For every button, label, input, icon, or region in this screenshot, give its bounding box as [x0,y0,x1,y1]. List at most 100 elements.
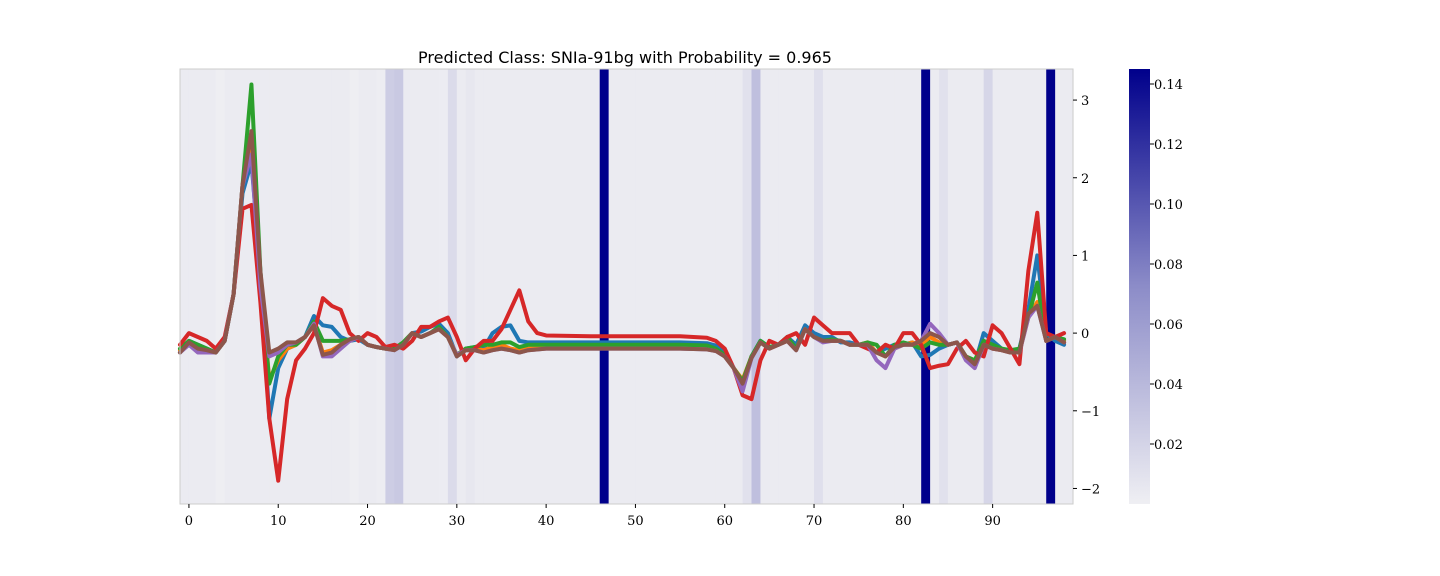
y-axis: −2 −1 0 1 2 3 [1073,94,1100,497]
attention-cell [617,69,628,504]
attention-cell [751,69,762,504]
attention-cell [599,69,610,504]
attention-cell [367,69,378,504]
attention-cell [921,69,931,504]
attention-cell [626,69,637,504]
attention-cell [260,69,270,504]
attention-cell [447,69,458,504]
attention-cell [215,69,226,504]
y-tick-label: 3 [1081,94,1089,109]
attention-cell [206,69,217,504]
x-tick-label: 0 [185,514,193,529]
attention-cell [456,69,467,504]
attention-cell [992,69,1003,504]
attention-cell [939,69,949,504]
attention-cell [1064,69,1074,504]
attention-cell [724,69,735,504]
attention-cell [662,69,672,504]
attention-cell [385,69,395,504]
x-tick-label: 40 [538,514,555,529]
attention-cell [965,69,976,504]
x-tick-label: 20 [359,514,376,529]
attention-cell [930,69,940,504]
attention-cell [805,69,815,504]
colorbar-tick-label: 0.02 [1154,438,1183,453]
attention-cell [974,69,985,504]
attention-bands [180,69,1074,504]
attention-cell [912,69,922,504]
attention-cell [483,69,494,504]
attention-cell [358,69,369,504]
y-tick-label: −1 [1081,405,1100,420]
x-tick-label: 90 [984,514,1001,529]
attention-cell [242,69,253,504]
attention-cell [331,69,342,504]
attention-cell [537,69,547,504]
attention-cell [421,69,431,504]
attention-cell [697,69,708,504]
attention-cell [742,69,753,504]
attention-cell [635,69,645,504]
y-tick-label: −2 [1081,482,1100,497]
attention-cell [546,69,556,504]
attention-cell [474,69,485,504]
attention-cell [760,69,770,504]
attention-cell [563,69,574,504]
attention-cell [822,69,833,504]
x-axis: 0 10 20 30 40 50 60 70 80 90 [185,504,1001,529]
attention-cell [849,69,860,504]
x-tick-label: 80 [895,514,912,529]
y-tick-label: 2 [1081,172,1089,187]
attention-cell [465,69,476,504]
x-tick-label: 60 [716,514,733,529]
attention-cell [831,69,842,504]
attention-cell [769,69,779,504]
attention-cell [590,69,601,504]
colorbar-tick-label: 0.12 [1154,138,1183,153]
attention-cell [519,69,529,504]
attention-cell [376,69,386,504]
chart-title: Predicted Class: SNIa-91bg with Probabil… [418,48,832,67]
x-tick-label: 50 [627,514,644,529]
attention-cell [188,69,199,504]
attention-cell [438,69,449,504]
colorbar [1129,69,1150,504]
attention-cell [715,69,726,504]
attention-cell [528,69,538,504]
attention-cell [644,69,654,504]
colorbar-tick-label: 0.14 [1154,78,1183,93]
x-tick-label: 10 [270,514,287,529]
attention-cell [947,69,958,504]
attention-cell [233,69,244,504]
attention-cell [403,69,413,504]
colorbar-tick-label: 0.10 [1154,198,1183,213]
attention-cell [1055,69,1065,504]
attention-cell [706,69,717,504]
series-lines [178,82,1067,483]
attention-cell [305,69,315,504]
attention-cell [1046,69,1056,504]
attention-cell [224,69,235,504]
attention-cell [572,69,583,504]
attention-cell [885,69,895,504]
attention-cell [394,69,404,504]
plot-frame [179,68,1074,505]
x-tick-label: 70 [806,514,823,529]
attention-cell [269,69,279,504]
attention-cell [983,69,994,504]
attention-cell [430,69,440,504]
attention-cell [956,69,967,504]
attention-cell [180,69,190,504]
attention-cell [313,69,324,504]
attention-cell [876,69,887,504]
attention-cell [296,69,306,504]
attention-cell [555,69,565,504]
attention-cell [608,69,619,504]
attention-cell [787,69,797,504]
attention-cell [501,69,512,504]
attention-cell [1001,69,1012,504]
y-tick-label: 0 [1081,327,1089,342]
attention-cell [251,69,261,504]
y-tick-label: 1 [1081,249,1089,264]
